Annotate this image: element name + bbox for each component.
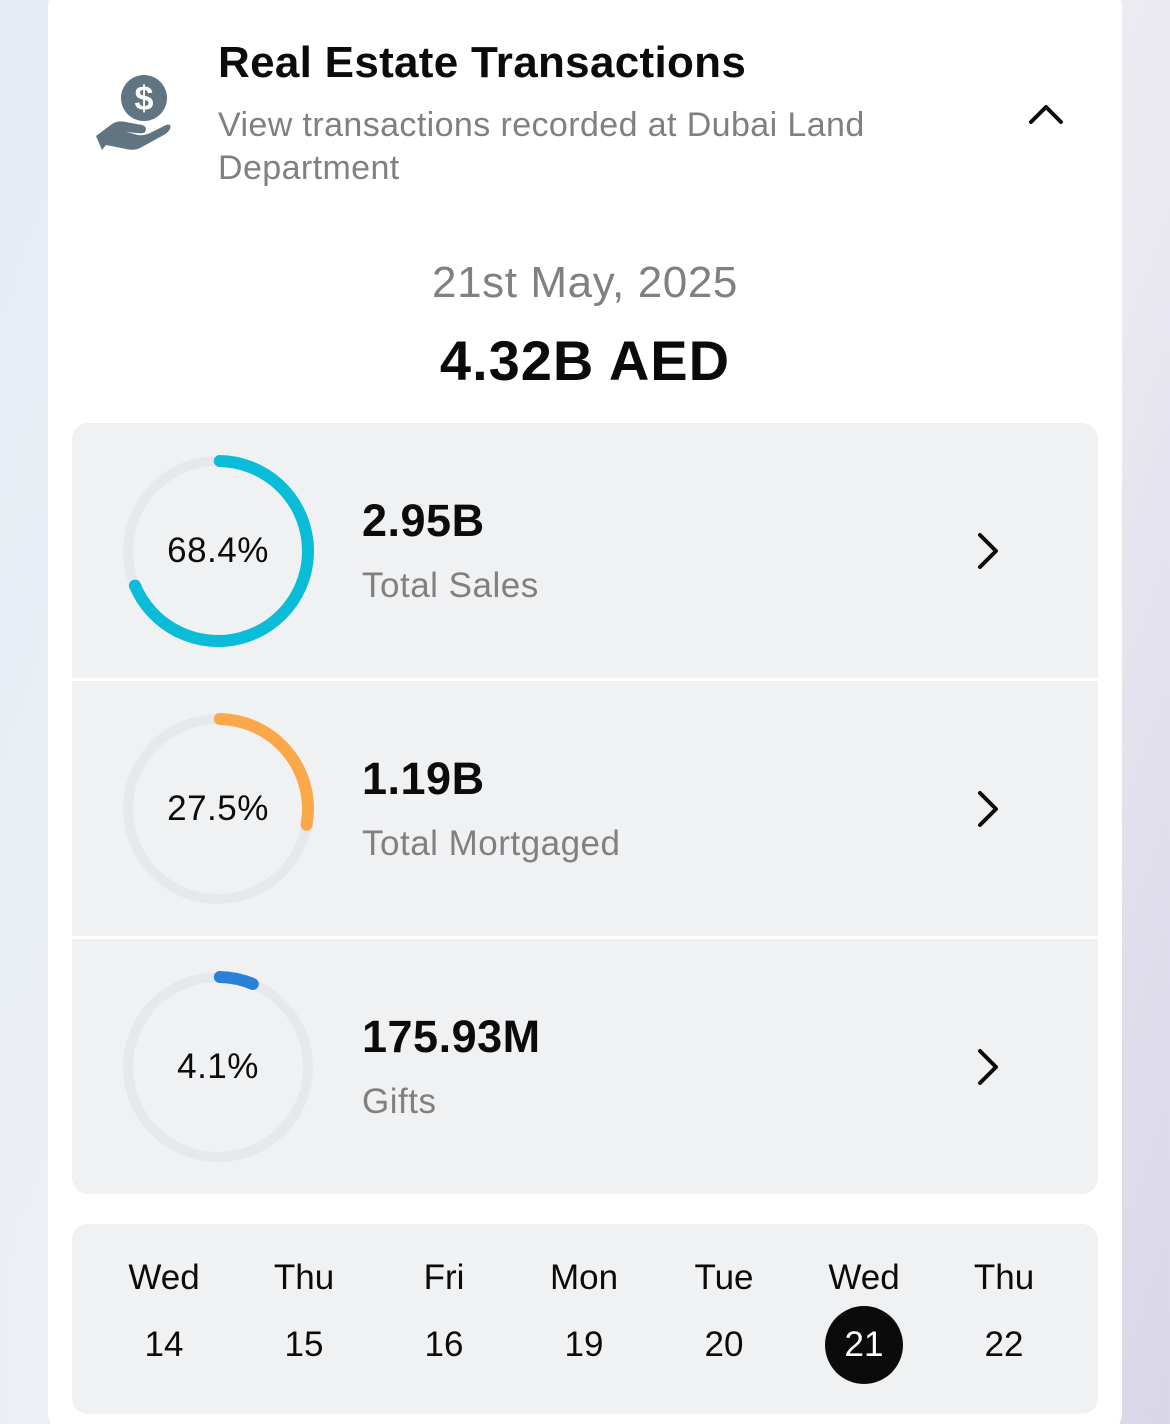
day-name: Thu: [973, 1258, 1035, 1297]
stat-label: Total Sales: [362, 566, 539, 605]
day-selector: Wed 14 Thu 15 Fri 16 Mon 19 Tue 20 Wed 2…: [72, 1224, 1098, 1414]
chevron-right-icon: [978, 791, 998, 827]
day-item[interactable]: Thu 15: [234, 1224, 374, 1414]
progress-ring: [123, 971, 313, 1162]
day-name: Fri: [423, 1258, 465, 1297]
stats-divider: [72, 936, 1098, 939]
day-name: Mon: [549, 1258, 619, 1297]
stat-label: Total Mortgaged: [362, 824, 621, 863]
day-number: 19: [564, 1325, 604, 1364]
stat-value: 2.95B: [362, 495, 485, 546]
day-number: 15: [284, 1325, 324, 1364]
stat-row-gifts[interactable]: 4.1% 175.93M Gifts: [72, 939, 1098, 1194]
summary-total: 4.32B AED: [439, 329, 731, 392]
collapse-button[interactable]: [1016, 92, 1076, 136]
day-item[interactable]: Fri 16: [374, 1224, 514, 1414]
stat-row-total-mortgaged[interactable]: 27.5% 1.19B Total Mortgaged: [72, 681, 1098, 936]
svg-text:$: $: [135, 80, 154, 118]
stat-percent: 68.4%: [167, 531, 269, 570]
summary-date: 21st May, 2025: [432, 258, 738, 307]
stat-percent: 4.1%: [177, 1047, 259, 1086]
day-number: 20: [704, 1325, 744, 1364]
day-number: 21: [825, 1306, 903, 1384]
day-number: 22: [984, 1325, 1024, 1364]
progress-ring: [123, 713, 314, 904]
chevron-up-icon: [1029, 105, 1063, 124]
day-name: Wed: [128, 1258, 200, 1297]
stat-value: 1.19B: [362, 753, 485, 804]
chevron-right-icon: [978, 1049, 998, 1085]
stat-percent: 27.5%: [167, 789, 269, 828]
day-item[interactable]: Wed 14: [94, 1224, 234, 1414]
day-item[interactable]: Thu 22: [934, 1224, 1074, 1414]
day-number: 16: [424, 1325, 464, 1364]
page-subtitle: View transactions recorded at Dubai Land…: [218, 106, 865, 187]
chevron-right-icon: [978, 533, 998, 569]
hand-dollar-icon: $: [96, 75, 171, 150]
day-name: Wed: [828, 1258, 900, 1297]
progress-ring: [123, 455, 314, 647]
day-item[interactable]: Tue 20: [654, 1224, 794, 1414]
stat-value: 175.93M: [362, 1011, 541, 1062]
stat-row-total-sales[interactable]: 68.4% 2.95B Total Sales: [72, 423, 1098, 678]
day-number: 14: [144, 1325, 184, 1364]
day-item[interactable]: Wed 21: [794, 1224, 934, 1414]
page-title: Real Estate Transactions: [218, 38, 747, 87]
stat-label: Gifts: [362, 1082, 437, 1121]
day-item[interactable]: Mon 19: [514, 1224, 654, 1414]
day-name: Thu: [273, 1258, 335, 1297]
day-name: Tue: [694, 1258, 754, 1297]
stats-panel: 68.4% 2.95B Total Sales 27.5% 1.19B Tota…: [72, 423, 1098, 1194]
stats-divider: [72, 678, 1098, 681]
